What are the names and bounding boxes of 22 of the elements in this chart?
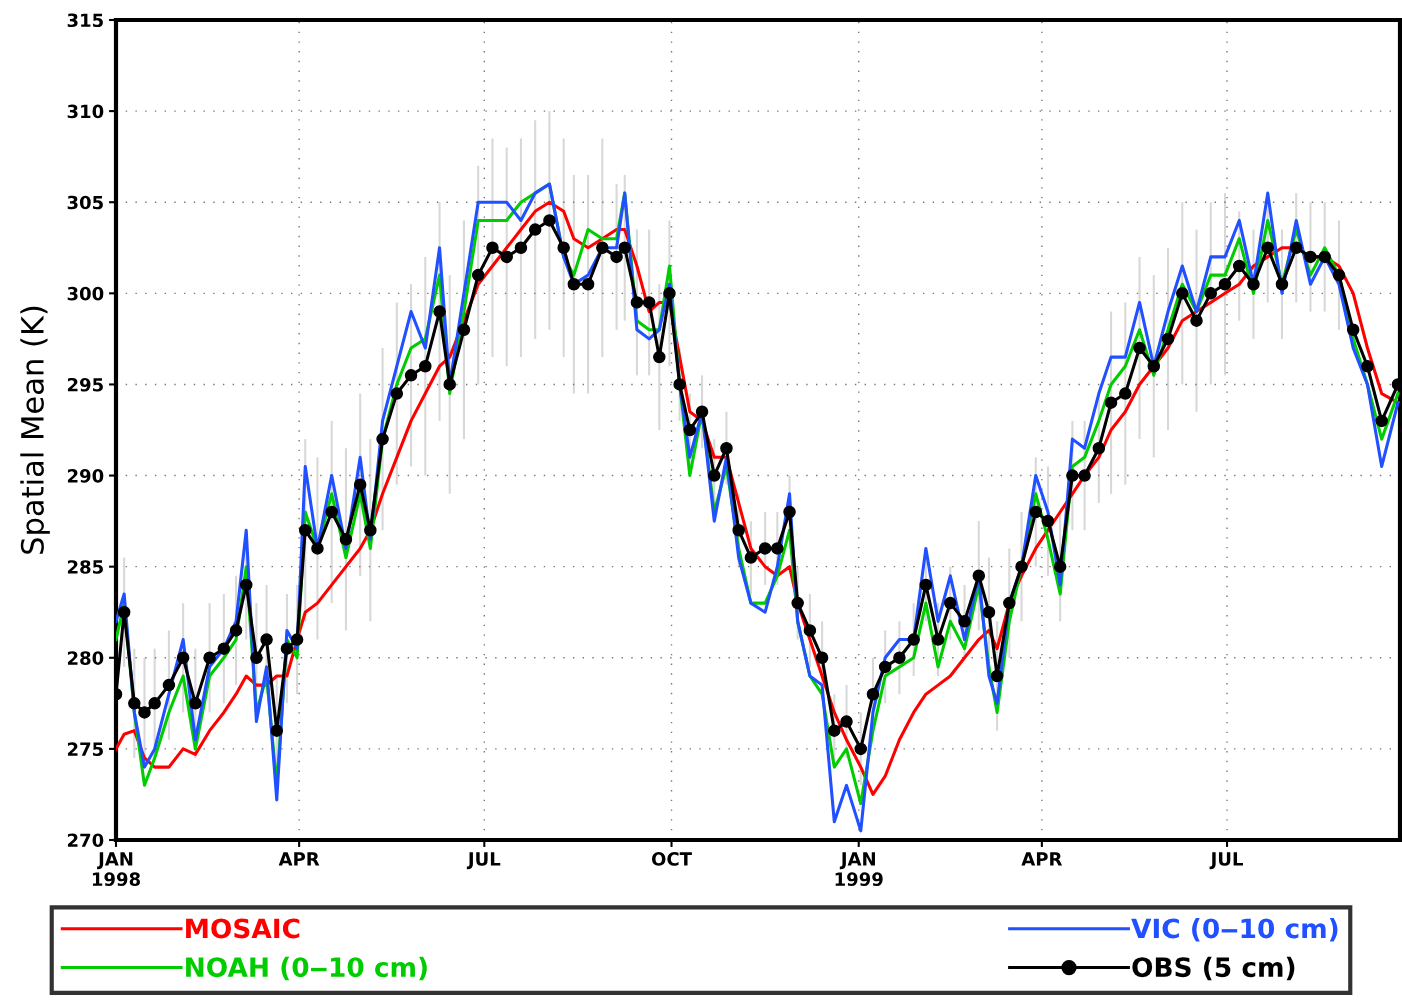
y-tick-label: 275 bbox=[67, 742, 103, 757]
x-tick-label: APR bbox=[1021, 852, 1063, 866]
y-tick-label: 290 bbox=[67, 469, 104, 483]
y-tick-label: 285 bbox=[67, 560, 103, 574]
y-tick-label: 315 bbox=[67, 13, 103, 28]
x-tick-label: APR bbox=[278, 852, 320, 866]
y-tick-label: 295 bbox=[67, 377, 103, 392]
y-tick-label: 300 bbox=[67, 286, 104, 301]
x-tick-label: OCT bbox=[651, 852, 692, 866]
y-tick-label: 310 bbox=[67, 104, 104, 119]
x-tick-label: JUL bbox=[466, 852, 501, 870]
y-axis-title: Spatial Mean (K) bbox=[20, 306, 50, 554]
legend-label: OBS (5 cm) bbox=[1132, 956, 1295, 981]
y-tick-label: 305 bbox=[67, 195, 103, 210]
legend-label: MOSAIC bbox=[186, 918, 300, 939]
y-tick-label: 270 bbox=[67, 833, 104, 848]
legend-label: VIC (0‒10 cm) bbox=[1131, 918, 1338, 942]
x-tick-label: JUL bbox=[1209, 852, 1243, 870]
legend-label: NOAH (0‒10 cm) bbox=[186, 956, 427, 981]
x-tick-label: JAN 1999 bbox=[835, 852, 883, 886]
x-tick-label: JAN 1998 bbox=[92, 852, 141, 886]
y-tick-label: 280 bbox=[67, 651, 104, 665]
